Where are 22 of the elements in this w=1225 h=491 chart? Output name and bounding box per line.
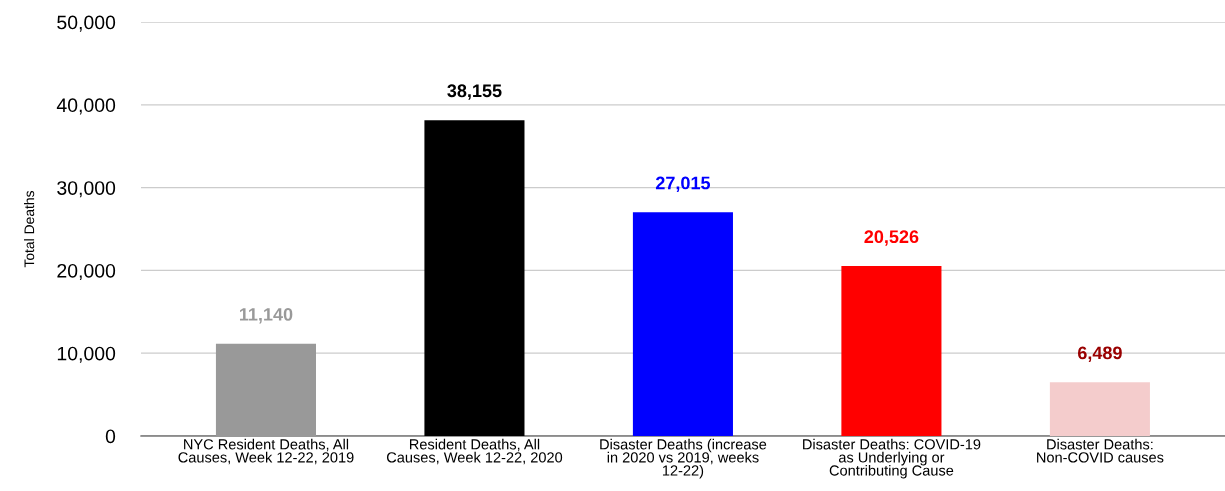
bar [1049,382,1150,437]
y-tick-label: 10,000 [57,346,116,363]
data-label: 11,140 [239,307,293,324]
data-label: 38,155 [447,84,502,100]
bar [632,212,733,437]
y-tick-label: 40,000 [56,98,116,115]
y-tick-label: 0 [105,429,116,444]
data-label: 27,015 [655,176,711,192]
bar [841,266,942,437]
x-tick-label: NYC Resident Deaths, All Causes, Week 12-22, 2019 [178,438,354,465]
y-tick-label: 20,000 [57,263,116,280]
y-tick-label: 30,000 [57,181,116,198]
data-label: 6,489 [1077,346,1122,362]
bar [424,120,525,437]
x-tick-label: Disaster Deaths: Non-COVID causes [1037,438,1164,463]
x-tick-label: Disaster Deaths (increase in 2020 vs 2019, weeks 12-22) [600,438,767,479]
bar [215,343,316,437]
y-axis-title: Total Deaths [24,190,35,268]
x-tick-label: Resident Deaths, All Causes, Week 12-22, 2020 [386,438,563,465]
x-tick-label: Disaster Deaths: COVID-19 as Underlying or Contributing Cause [803,438,981,479]
y-tick-label: 50,000 [57,15,116,32]
data-label: 20,526 [864,230,919,246]
